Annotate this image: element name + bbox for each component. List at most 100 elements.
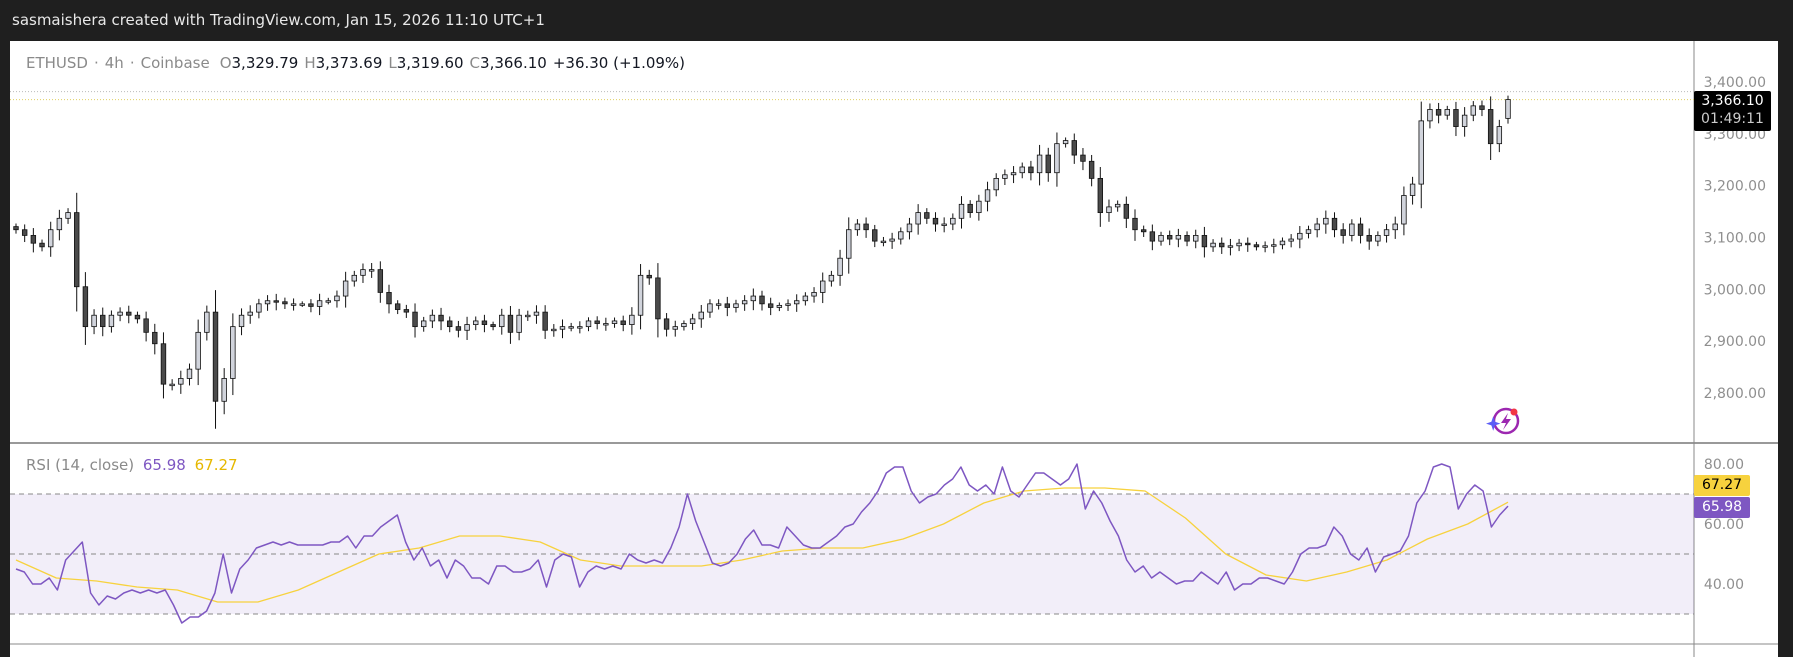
- candle-up: [776, 304, 783, 308]
- candle-down: [21, 229, 28, 236]
- candle-up: [1106, 206, 1112, 214]
- candle-down: [932, 217, 939, 225]
- candle-up: [880, 240, 887, 244]
- rsi-title[interactable]: RSI (14, close): [26, 456, 135, 474]
- candle-up: [750, 295, 757, 302]
- candle-up: [889, 238, 895, 242]
- candle-up: [230, 326, 236, 379]
- candle-down: [39, 242, 45, 248]
- candle-up: [1262, 245, 1268, 248]
- candle-up: [290, 303, 297, 306]
- candle-down: [143, 318, 149, 333]
- candle-up: [941, 223, 947, 226]
- rsi-ma-line: [15, 487, 1509, 603]
- candle-up: [1227, 245, 1234, 248]
- legend-sep: ·: [93, 54, 99, 72]
- candle-up: [1193, 235, 1199, 242]
- candle-down: [308, 303, 314, 307]
- candle-down: [1028, 166, 1034, 174]
- candle-up: [221, 378, 227, 402]
- candle-up: [854, 223, 861, 231]
- candle-up: [47, 229, 54, 248]
- candle-down: [1045, 154, 1051, 174]
- candle-down: [759, 295, 765, 305]
- price-tick-label: 3,400.00: [1704, 75, 1766, 91]
- candle-up: [1036, 154, 1043, 174]
- candle-down: [872, 229, 878, 242]
- candle-up: [420, 320, 427, 328]
- candle-up: [603, 323, 609, 326]
- candle-down: [1149, 231, 1156, 242]
- price-tick-label: 3,000.00: [1704, 282, 1766, 298]
- candle-down: [1123, 203, 1130, 219]
- low-value: 3,319.60: [396, 54, 464, 72]
- candle-up: [568, 326, 574, 329]
- candle-down: [1140, 229, 1147, 233]
- open-value: 3,329.79: [231, 54, 299, 72]
- candle-up: [178, 378, 184, 385]
- candle-up: [238, 314, 245, 328]
- high-value: 3,373.69: [315, 54, 383, 72]
- candle-up: [117, 311, 123, 316]
- candle-down: [724, 303, 731, 308]
- candle-down: [152, 331, 158, 345]
- candle-up: [1158, 235, 1164, 242]
- candle-up: [733, 303, 739, 308]
- candle-up: [672, 326, 678, 330]
- low-label: L: [388, 54, 397, 72]
- candle-up: [1236, 242, 1242, 247]
- candle-up: [993, 178, 999, 191]
- candle-down: [767, 303, 774, 308]
- candle-down: [74, 212, 80, 288]
- price-tick-label: 2,900.00: [1704, 334, 1766, 350]
- candle-up: [698, 311, 704, 320]
- candle-up: [316, 300, 323, 307]
- candle-down: [1487, 109, 1494, 145]
- candle-up: [1401, 195, 1407, 225]
- candle-up: [1461, 114, 1468, 127]
- candle-up: [351, 274, 358, 282]
- candle-up: [429, 314, 436, 322]
- candle-up: [299, 303, 305, 306]
- price-tick-label: 2,800.00: [1704, 386, 1766, 402]
- bar-countdown: 01:49:11: [1701, 111, 1764, 127]
- candle-down: [100, 314, 106, 328]
- symbol-legend: ETHUSD · 4h · Coinbase O3,329.79 H3,373.69 L3,3…: [26, 54, 691, 72]
- candle-down: [160, 343, 167, 385]
- price-tick-label: 3,200.00: [1704, 179, 1766, 195]
- candle-up: [1279, 240, 1286, 246]
- change-value: +36.30 (+1.09%): [552, 54, 686, 72]
- high-label: H: [304, 54, 316, 72]
- open-label: O: [219, 54, 232, 72]
- candle-up: [1002, 174, 1008, 179]
- candle-up: [837, 257, 843, 276]
- candle-down: [1340, 229, 1346, 236]
- candle-up: [1349, 223, 1355, 236]
- symbol-name[interactable]: ETHUSD: [26, 54, 88, 72]
- candle-down: [134, 314, 141, 320]
- candle-up: [793, 300, 800, 305]
- exchange: Coinbase: [140, 54, 210, 72]
- candle-up: [1444, 109, 1450, 116]
- candle-down: [1253, 244, 1260, 248]
- candle-up: [256, 303, 262, 313]
- candle-up: [325, 300, 331, 303]
- candle-up: [65, 212, 71, 219]
- legend-sep: ·: [129, 54, 135, 72]
- rsi-value-tag: 65.98: [1694, 497, 1750, 518]
- candle-down: [1245, 242, 1251, 246]
- candle-up: [1271, 244, 1277, 247]
- candle-up: [958, 203, 965, 219]
- candle-up: [56, 217, 63, 231]
- candle-up: [108, 314, 115, 328]
- candle-up: [368, 269, 375, 272]
- candle-down: [1080, 154, 1086, 162]
- close-value: 3,366.10: [480, 54, 547, 72]
- candle-up: [1019, 166, 1025, 174]
- candle-up: [247, 311, 253, 316]
- candle-down: [646, 274, 652, 279]
- candle-down: [282, 301, 288, 305]
- candle-down: [663, 318, 670, 330]
- sparkle-lightning-icon[interactable]: [1486, 406, 1522, 438]
